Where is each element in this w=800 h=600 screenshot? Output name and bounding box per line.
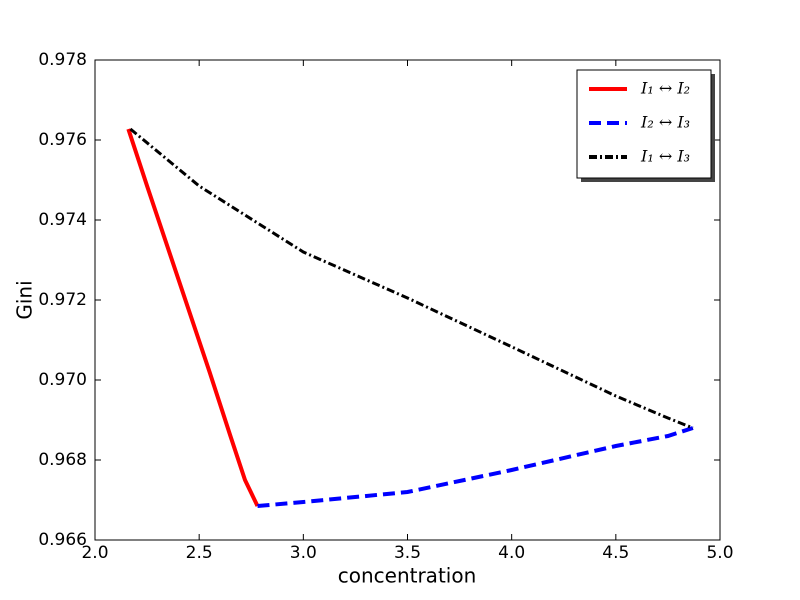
series-line bbox=[257, 426, 694, 508]
y-tick-label: 0.968 bbox=[38, 450, 87, 470]
series-line bbox=[129, 127, 694, 430]
y-tick-label: 0.966 bbox=[38, 530, 87, 550]
y-axis-label: Gini bbox=[13, 280, 37, 319]
x-tick-label: 3.0 bbox=[290, 543, 317, 563]
legend-label: I₁ ↔ I₂ bbox=[640, 79, 690, 98]
x-tick-label: 4.5 bbox=[602, 543, 629, 563]
x-tick-label: 2.0 bbox=[81, 543, 108, 563]
x-tick-label: 2.5 bbox=[186, 543, 213, 563]
x-tick-label: 3.5 bbox=[394, 543, 421, 563]
legend-label: I₁ ↔ I₃ bbox=[640, 147, 690, 166]
y-tick-label: 0.970 bbox=[38, 370, 87, 390]
y-tick-label: 0.972 bbox=[38, 290, 87, 310]
legend-label: I₂ ↔ I₃ bbox=[640, 113, 690, 132]
y-tick-label: 0.978 bbox=[38, 50, 87, 70]
y-tick-label: 0.976 bbox=[38, 130, 87, 150]
x-tick-label: 4.0 bbox=[498, 543, 525, 563]
x-tick-label: 5.0 bbox=[706, 543, 733, 563]
series-line bbox=[126, 128, 260, 507]
y-tick-label: 0.974 bbox=[38, 210, 87, 230]
x-axis-label: concentration bbox=[338, 564, 477, 588]
